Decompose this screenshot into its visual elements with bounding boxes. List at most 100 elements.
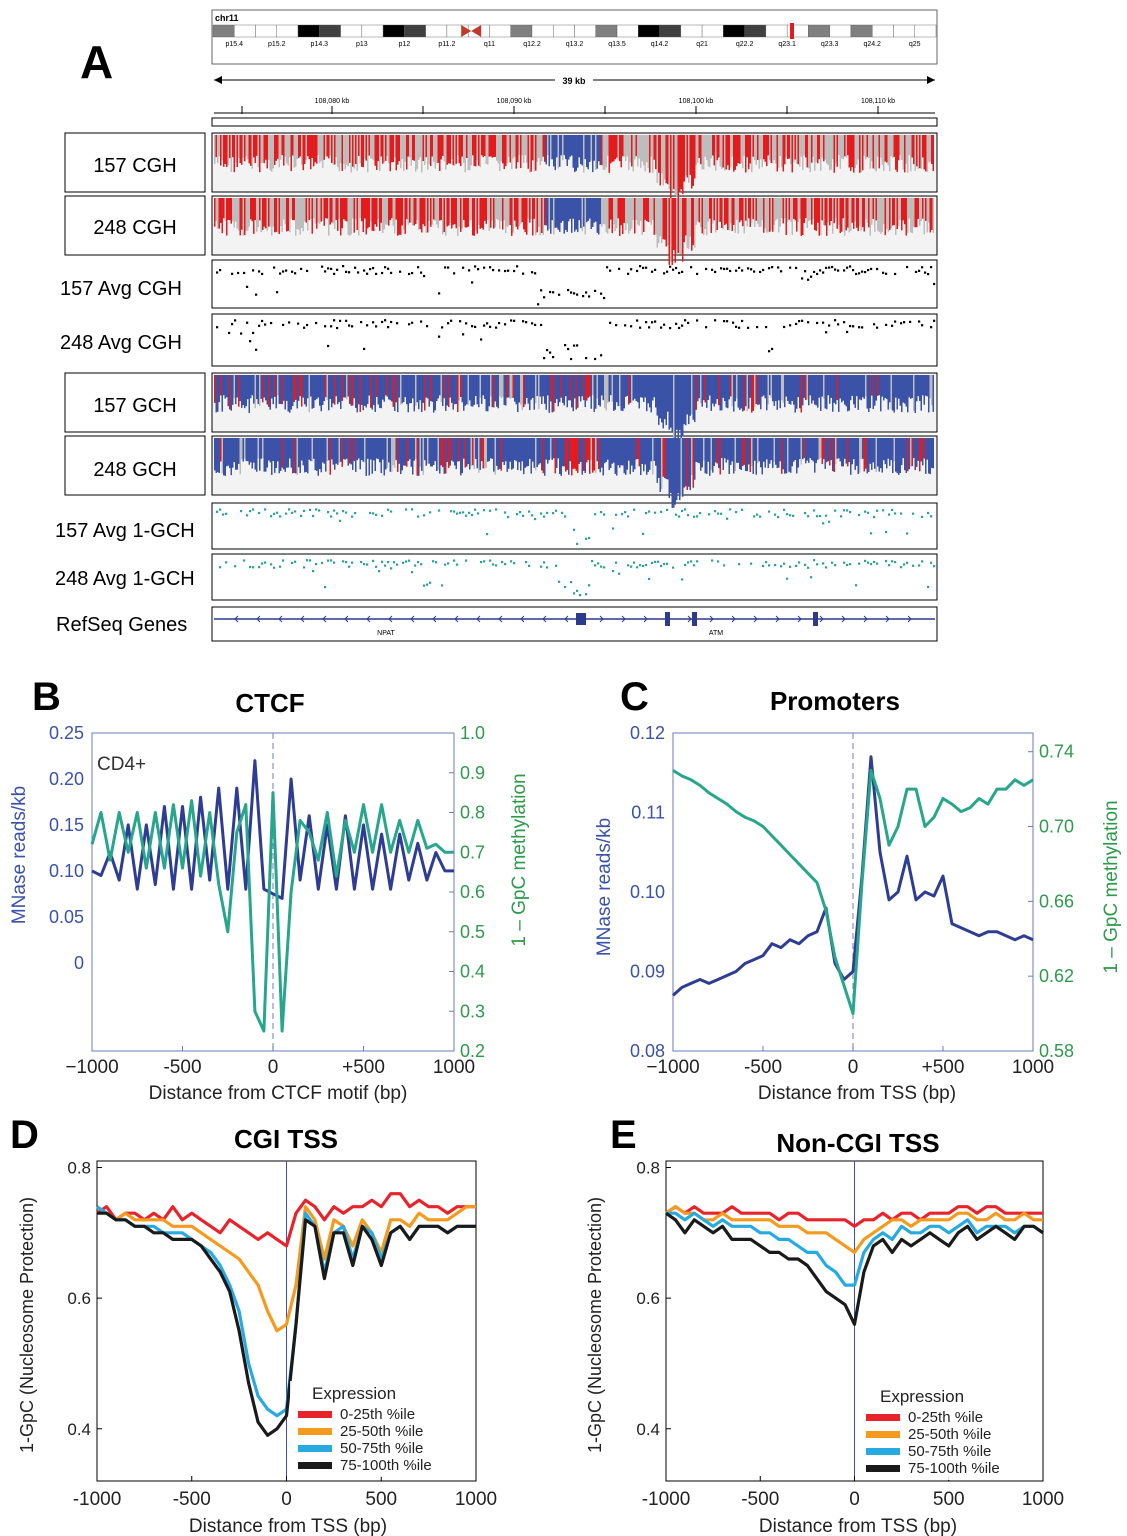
avg-dot (675, 322, 678, 325)
avg-dot (474, 508, 477, 511)
read-column (517, 438, 519, 471)
read-column (290, 438, 292, 468)
avg-dot (864, 559, 867, 563)
read-column (278, 135, 280, 168)
avg-dot (642, 564, 645, 568)
avg-dot (522, 272, 525, 275)
read-column (676, 438, 678, 501)
read-column (542, 135, 544, 157)
read-column (875, 198, 877, 221)
read-column (667, 438, 669, 480)
avg-dot (252, 566, 255, 569)
read-column (730, 198, 732, 224)
avg-dot (324, 270, 327, 273)
read-column (605, 438, 607, 462)
read-column (695, 198, 697, 225)
read-column (248, 135, 250, 164)
read-column (809, 375, 811, 396)
avg-dot (918, 564, 921, 567)
read-column (215, 438, 217, 473)
avg-dot (846, 330, 849, 334)
read-column (929, 375, 931, 399)
read-column (316, 135, 318, 164)
read-column (358, 135, 360, 156)
avg-dot (678, 271, 681, 275)
avg-dot (228, 331, 231, 335)
read-column (601, 438, 603, 468)
panel-e-non-cgi-tss-chart: E Non-CGI TSS -1000 -500 0 500 10000.80.60.4… (585, 1113, 1064, 1536)
gene-label-npat: NPAT (377, 630, 395, 637)
avg-dot (246, 514, 249, 517)
chart-e-xlabel: Distance from TSS (bp) (759, 1516, 957, 1536)
avg-dot (345, 270, 348, 273)
read-column (358, 438, 360, 459)
avg-dot (756, 325, 759, 329)
read-column (313, 198, 315, 219)
read-column (692, 438, 694, 488)
read-column (592, 135, 594, 173)
read-column (868, 375, 870, 413)
read-column (872, 135, 874, 169)
ideogram-band (595, 24, 618, 38)
read-column (311, 135, 313, 158)
avg-dot (870, 562, 873, 566)
avg-dot (540, 289, 543, 292)
avg-dot (816, 563, 819, 566)
avg-dot (549, 351, 552, 354)
avg-dot (588, 536, 591, 540)
avg-dot (465, 514, 468, 517)
avg-dot (264, 561, 267, 564)
read-column (250, 198, 252, 220)
read-column (662, 135, 664, 186)
avg-dot (720, 512, 723, 515)
avg-dot (528, 564, 531, 567)
chart-b-annotation: CD4+ (97, 754, 146, 775)
read-column (250, 375, 252, 399)
read-column (317, 198, 319, 223)
read-column (896, 135, 898, 172)
read-column (802, 375, 804, 406)
avg-dot (933, 282, 936, 286)
read-column (559, 438, 561, 475)
avg-dot (345, 319, 348, 322)
read-column (218, 438, 220, 473)
read-column (667, 375, 669, 412)
read-column (419, 375, 421, 401)
read-column (481, 135, 483, 156)
read-column (754, 438, 756, 461)
avg-dot (669, 326, 672, 330)
read-column (791, 438, 793, 467)
read-column (766, 198, 768, 233)
avg-dot (255, 348, 258, 351)
strand-arrow-right-icon (885, 615, 890, 623)
read-column (788, 135, 790, 159)
avg-dot (483, 509, 486, 512)
read-column (500, 375, 502, 399)
avg-dot (861, 326, 864, 329)
read-column (547, 135, 549, 156)
read-column (497, 375, 499, 409)
avg-dot (252, 269, 255, 272)
read-column (286, 135, 288, 164)
avg-dot (774, 513, 777, 516)
read-column (584, 198, 586, 235)
read-column (809, 198, 811, 221)
avg-dot (552, 512, 555, 515)
read-column (307, 375, 309, 399)
read-column (616, 438, 618, 476)
read-column (860, 135, 862, 173)
avg-dot (252, 331, 255, 335)
avg-dot (513, 319, 516, 322)
read-column (583, 135, 585, 173)
read-column (298, 375, 300, 401)
read-column (658, 438, 660, 478)
chart-c-ylabel-left: MNase reads/kb (594, 818, 615, 956)
avg-dot (639, 265, 642, 268)
read-column (808, 135, 810, 169)
read-column (646, 135, 648, 163)
read-column (731, 198, 733, 231)
read-column (583, 198, 585, 227)
read-column (547, 198, 549, 231)
read-column (394, 375, 396, 411)
read-column (416, 135, 418, 170)
